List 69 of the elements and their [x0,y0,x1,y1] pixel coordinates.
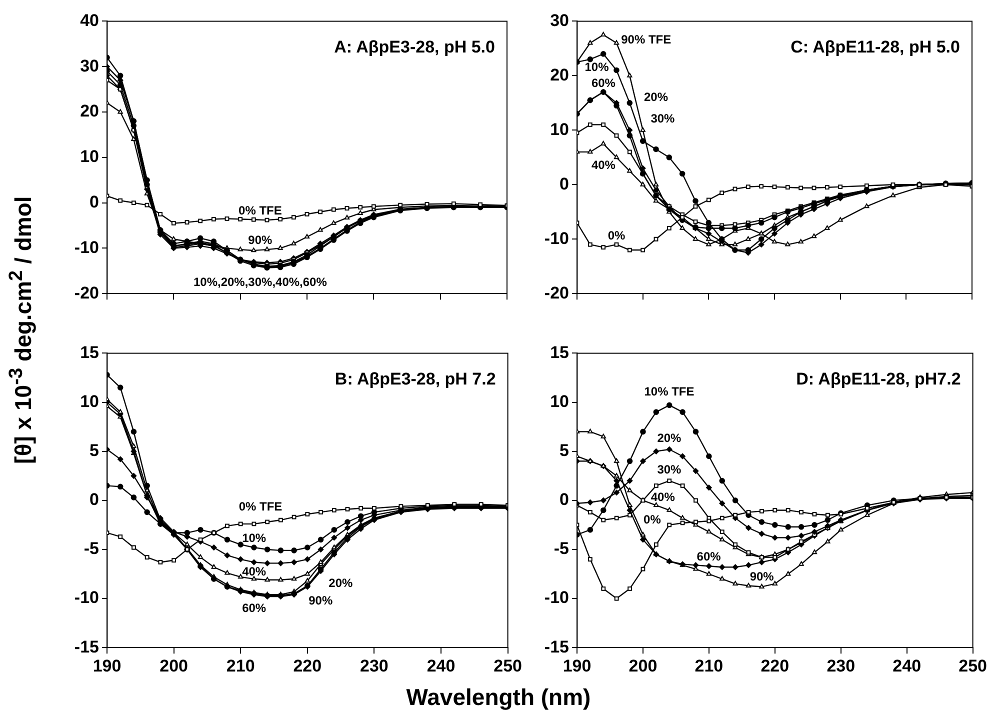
annotation: 20% [657,430,682,445]
text: C: AβpE11-28, pH 5.0 [790,37,960,56]
y-tick-label: 15 [80,342,99,362]
y-tick-label: 10 [550,120,569,139]
y-tick-label: 0 [90,490,99,510]
y-tick-label: -10 [544,228,569,248]
x-tick-label: 220 [760,656,790,676]
annotation: 60% [696,550,722,564]
y-tick-label: 40 [80,10,99,30]
y-tick-label: 20 [80,102,99,121]
x-tick-label: 210 [226,656,255,676]
annotation: 40% [591,158,616,172]
annotation: 0% [608,228,626,243]
y-tick-label: 0 [560,174,569,194]
y-tick-label: 0 [560,490,569,510]
y-tick-label: -10 [74,238,99,257]
annotation: 90% TFE [621,32,672,47]
x-tick-label: 220 [293,656,322,676]
annotation: 30% [650,112,676,126]
annotation: 40% [242,564,266,578]
text: B: AβpE3-28, pH 7.2 [334,369,496,388]
x-tick-label: 250 [494,656,522,676]
x-tick-label: 190 [92,656,122,676]
annotation: 0% TFE [238,203,282,218]
annotation: 0% TFE [238,499,282,514]
x-tick-label: 240 [892,656,922,676]
annotation: 60% [242,600,266,615]
y-tick-label: 0 [90,192,99,212]
y-tick-label: -5 [554,539,569,558]
x-tick-label: 230 [826,656,856,676]
annotation: 90% [750,569,774,584]
y-tick-label: -5 [84,539,99,558]
x-tick-label: 210 [694,656,724,676]
y-tick-label: -15 [544,637,569,656]
annotation: 20% [328,576,354,590]
annotation: 20% [644,90,668,104]
x-tick-label: 200 [160,656,188,676]
annotation: 10%,20%,30%,40%,60% [193,275,328,290]
x-axis-title: Wavelength (nm) [405,684,592,711]
y-tick-label: 5 [560,441,569,460]
y-tick-label: 5 [90,441,99,460]
annotation: 60% [591,76,616,90]
y-tick-label: 10 [550,392,569,411]
y-tick-label: 20 [550,65,569,84]
annotation: 30% [657,462,682,476]
y-tick-label: 10 [80,147,99,166]
annotation: 90% [308,594,333,608]
annotation: 10% TFE [644,384,694,399]
text: A: AβpE3-28, pH 5.0 [334,37,495,56]
y-tick-label: 30 [550,10,569,30]
text: D: AβpE11-28, pH7.2 [796,369,961,388]
annotation: 40% [650,490,676,504]
x-tick-label: 200 [628,656,658,676]
x-tick-label: 230 [360,656,388,676]
annotation: 0% [644,512,662,526]
y-tick-label: 10 [80,392,99,411]
annotation: 90% [248,232,273,247]
annotation: 10% [242,530,266,545]
y-tick-label: -20 [74,283,99,302]
y-tick-label: -15 [74,637,99,656]
y-tick-label: 15 [550,342,569,362]
x-tick-label: 240 [426,656,456,676]
y-tick-label: -20 [544,283,569,302]
annotation: 10% [584,60,610,74]
y-tick-label: -10 [74,588,99,608]
x-tick-label: 250 [958,656,988,676]
y-tick-label: -10 [544,588,569,608]
y-tick-label: 30 [80,56,99,76]
x-tick-label: 190 [562,656,592,676]
